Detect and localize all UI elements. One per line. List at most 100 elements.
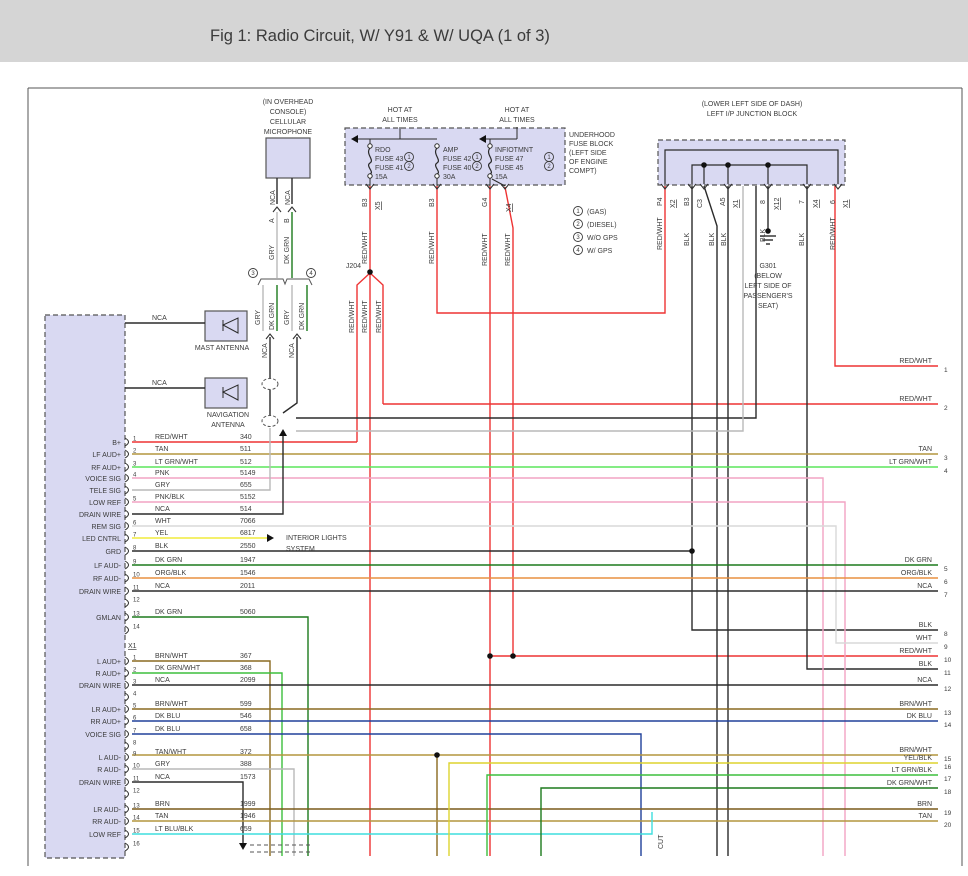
diagram-label: G301 [759, 263, 776, 270]
circuit-number: 388 [240, 761, 252, 768]
pin-function-label: VOICE SIG [85, 732, 121, 739]
diagram-label: RED/WHT [830, 217, 837, 250]
diagram-label: ALL TIMES [382, 117, 418, 124]
diagram-label: NAVIGATION [207, 412, 249, 419]
wire-color-label: LT BLU/BLK [155, 826, 194, 833]
diagram-label: NCA [289, 343, 296, 358]
pin-function-label: LED CNTRL [82, 536, 121, 543]
wire-color-label: DK GRN/WHT [887, 780, 933, 787]
diagram-label: (LOWER LEFT SIDE OF DASH) [702, 101, 803, 108]
circuit-number: 1946 [240, 813, 256, 820]
blk-c3 [703, 185, 718, 856]
circuit-number: 2099 [240, 677, 256, 684]
diagram-label: G4 [482, 198, 489, 207]
fuse-terminal [434, 143, 440, 149]
pin-arc-icon [124, 804, 129, 814]
pin-arc-icon [124, 612, 129, 622]
pin-number: 7 [944, 592, 948, 599]
diagram-label: X4 [506, 203, 513, 212]
wire-color-label: RED/WHT [899, 396, 932, 403]
coax-4 [282, 337, 298, 414]
pin-number: 15 [944, 756, 952, 763]
nav-shield-arrow-icon [279, 429, 287, 436]
circuit-number: 599 [240, 701, 252, 708]
diagram-label: 6 [830, 200, 837, 204]
circled-number-text: 1 [407, 155, 411, 161]
pin-number: 12 [133, 789, 140, 795]
diagram-label: 15A [375, 174, 388, 181]
fuse-stub-x4 [491, 178, 506, 187]
j204-right [369, 272, 384, 404]
diagram-label: W/ GPS [587, 248, 613, 255]
pin-arc-icon [124, 692, 129, 702]
diagram-label: SEAT) [758, 303, 778, 310]
pin-arc-icon [124, 586, 129, 596]
pin-number: 2 [133, 668, 137, 674]
pin-number: 9 [133, 752, 137, 758]
wire-color-label: NCA [155, 677, 170, 684]
diagram-label: B3 [429, 198, 436, 207]
radio-unit-box [44, 314, 126, 859]
diagram-label: FUSE 40 [443, 165, 472, 172]
row-gmlan-5060 [132, 616, 309, 856]
pin-arc-icon [124, 573, 129, 583]
splice-dot [367, 269, 373, 275]
pin-number: 4 [133, 473, 137, 479]
row-gry-655 [132, 428, 271, 491]
circled-number [573, 245, 583, 255]
diagram-label: X5 [375, 201, 382, 210]
circuit-number: 655 [240, 482, 252, 489]
circuit-number: 1546 [240, 570, 256, 577]
pin-number: 19 [944, 810, 952, 817]
diagram-label: RED/WHT [362, 231, 369, 264]
wire-color-label: BLK [919, 622, 933, 629]
pin-function-label: RF AUD+ [91, 465, 121, 472]
pin-number: 17 [944, 776, 952, 783]
pin-function-label: L AUD- [99, 755, 122, 762]
pin-number: 8 [944, 631, 948, 638]
fuse-terminal [367, 143, 373, 149]
diagram-label: ALL TIMES [499, 117, 535, 124]
interior-lights-arrow-icon [267, 534, 274, 542]
diagram-label: A [269, 218, 276, 223]
diagram-label: LEFT I/P JUNCTION BLOCK [707, 111, 798, 118]
diagram-label: LEFT SIDE OF [745, 283, 792, 290]
circled-number-text: 2 [576, 222, 580, 228]
row-brnwht-367 [132, 660, 271, 856]
row-pnkblk-5152 [132, 501, 846, 856]
blk-7-row11 [806, 186, 938, 670]
blk-b3-row8 [691, 186, 938, 631]
diagram-label: FUSE BLOCK [569, 141, 614, 148]
circled-number-text: 2 [407, 164, 411, 170]
circuit-number: 340 [240, 434, 252, 441]
mast-antenna-symbol [221, 317, 239, 334]
connector-chevron-icon [763, 183, 773, 190]
pin-function-label: REM SIG [91, 524, 121, 531]
circuit-number: 1999 [240, 801, 256, 808]
pin-arc-icon [124, 716, 129, 726]
circuit-number: 512 [240, 459, 252, 466]
pin-function-label: R AUD- [97, 767, 121, 774]
circuit-number: 5149 [240, 470, 256, 477]
diagram-label: W/O GPS [587, 235, 618, 242]
wire-color-label: TAN [155, 813, 168, 820]
pin-function-label: DRAIN WIRE [79, 683, 121, 690]
pin-number: 6 [133, 521, 137, 527]
circled-number-text: 1 [475, 155, 479, 161]
circuit-number: 2550 [240, 543, 256, 550]
pin-function-label: R AUD+ [96, 671, 121, 678]
jblock-bus-inner [691, 164, 808, 184]
circled-number [248, 268, 258, 278]
pin-number: 16 [133, 842, 140, 848]
jblock-bus-outer [664, 149, 839, 184]
connector-chevron-icon [699, 183, 709, 190]
diagram-label: HOT AT [505, 107, 530, 114]
wire-color-label: NCA [917, 677, 932, 684]
pin-function-label: VOICE SIG [85, 476, 121, 483]
connector-chevron-icon [265, 333, 275, 340]
fuse-symbol [434, 147, 440, 175]
pin-number: 14 [944, 722, 952, 729]
pin-number: 3 [133, 462, 137, 468]
amp-to-p4-loop [436, 186, 666, 314]
pin-number: 13 [944, 710, 952, 717]
